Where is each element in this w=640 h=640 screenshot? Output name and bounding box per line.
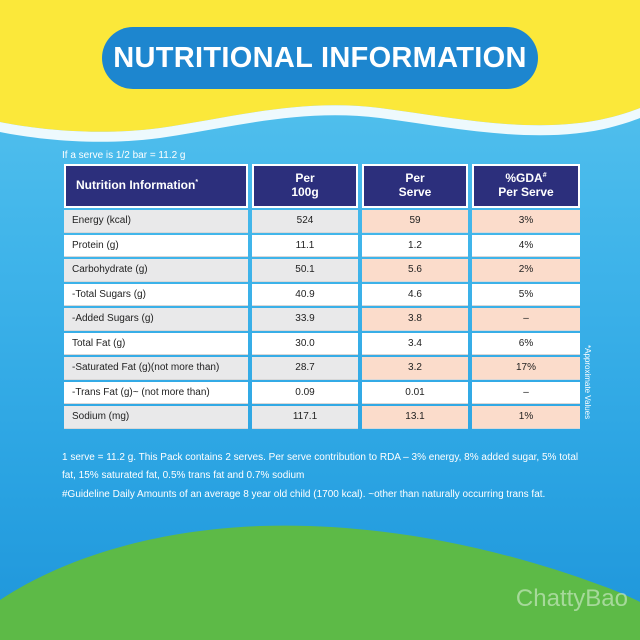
row-label: -Saturated Fat (g)(not more than) bbox=[64, 357, 248, 380]
row-label: -Total Sugars (g) bbox=[64, 283, 248, 306]
row-per100: 11.1 bbox=[252, 234, 358, 257]
row-gda: 5% bbox=[472, 283, 580, 306]
row-label: Carbohydrate (g) bbox=[64, 259, 248, 282]
table-row: Protein (g) 11.1 1.2 4% bbox=[64, 234, 580, 257]
header-gda: %GDA# Per Serve bbox=[472, 164, 580, 208]
row-gda: – bbox=[472, 381, 580, 404]
table-row: Energy (kcal) 524 59 3% bbox=[64, 210, 580, 233]
row-gda: 3% bbox=[472, 210, 580, 233]
table-row: Sodium (mg) 117.1 13.1 1% bbox=[64, 406, 580, 429]
row-label: Sodium (mg) bbox=[64, 406, 248, 429]
row-perserve: 3.4 bbox=[362, 332, 468, 355]
row-per100: 40.9 bbox=[252, 283, 358, 306]
table-header-row: Nutrition Information* Per 100g Per Serve … bbox=[64, 164, 580, 208]
table-row: Total Fat (g) 30.0 3.4 6% bbox=[64, 332, 580, 355]
approximate-values-note: *Approximate Values bbox=[583, 345, 592, 420]
row-per100: 30.0 bbox=[252, 332, 358, 355]
row-perserve: 1.2 bbox=[362, 234, 468, 257]
table-row: Carbohydrate (g) 50.1 5.6 2% bbox=[64, 259, 580, 282]
row-per100: 117.1 bbox=[252, 406, 358, 429]
row-label: Energy (kcal) bbox=[64, 210, 248, 233]
row-label: -Added Sugars (g) bbox=[64, 308, 248, 331]
row-gda: 1% bbox=[472, 406, 580, 429]
watermark: ChattyBao bbox=[515, 585, 628, 612]
row-per100: 50.1 bbox=[252, 259, 358, 282]
table-row: -Added Sugars (g) 33.9 3.8 – bbox=[64, 308, 580, 331]
table-row: -Trans Fat (g)~ (not more than) 0.09 0.0… bbox=[64, 381, 580, 404]
row-per100: 0.09 bbox=[252, 381, 358, 404]
row-perserve: 3.8 bbox=[362, 308, 468, 331]
row-per100: 524 bbox=[252, 210, 358, 233]
row-perserve: 0.01 bbox=[362, 381, 468, 404]
header-per-serve: Per Serve bbox=[362, 164, 468, 208]
row-per100: 33.9 bbox=[252, 308, 358, 331]
serve-note: If a serve is 1/2 bar = 11.2 g bbox=[62, 150, 186, 161]
row-perserve: 59 bbox=[362, 210, 468, 233]
header-per-100g: Per 100g bbox=[252, 164, 358, 208]
row-perserve: 13.1 bbox=[362, 406, 468, 429]
row-gda: 6% bbox=[472, 332, 580, 355]
row-perserve: 5.6 bbox=[362, 259, 468, 282]
row-per100: 28.7 bbox=[252, 357, 358, 380]
row-label: Protein (g) bbox=[64, 234, 248, 257]
row-gda: 2% bbox=[472, 259, 580, 282]
row-gda: – bbox=[472, 308, 580, 331]
page-title: NUTRITIONAL INFORMATION bbox=[113, 41, 527, 74]
row-perserve: 4.6 bbox=[362, 283, 468, 306]
table-row: -Saturated Fat (g)(not more than) 28.7 3… bbox=[64, 357, 580, 380]
nutrition-table: Nutrition Information* Per 100g Per Serve … bbox=[60, 162, 584, 431]
row-gda: 17% bbox=[472, 357, 580, 380]
row-label: -Trans Fat (g)~ (not more than) bbox=[64, 381, 248, 404]
row-gda: 4% bbox=[472, 234, 580, 257]
footnote-gda-info: #Guideline Daily Amounts of an average 8… bbox=[62, 489, 546, 500]
table-row: -Total Sugars (g) 40.9 4.6 5% bbox=[64, 283, 580, 306]
footnote-serve-info: 1 serve = 11.2 g. This Pack contains 2 s… bbox=[62, 452, 579, 481]
row-perserve: 3.2 bbox=[362, 357, 468, 380]
row-label: Total Fat (g) bbox=[64, 332, 248, 355]
header-nutrition: Nutrition Information* bbox=[64, 164, 248, 208]
title-banner: NUTRITIONAL INFORMATION bbox=[102, 27, 538, 89]
